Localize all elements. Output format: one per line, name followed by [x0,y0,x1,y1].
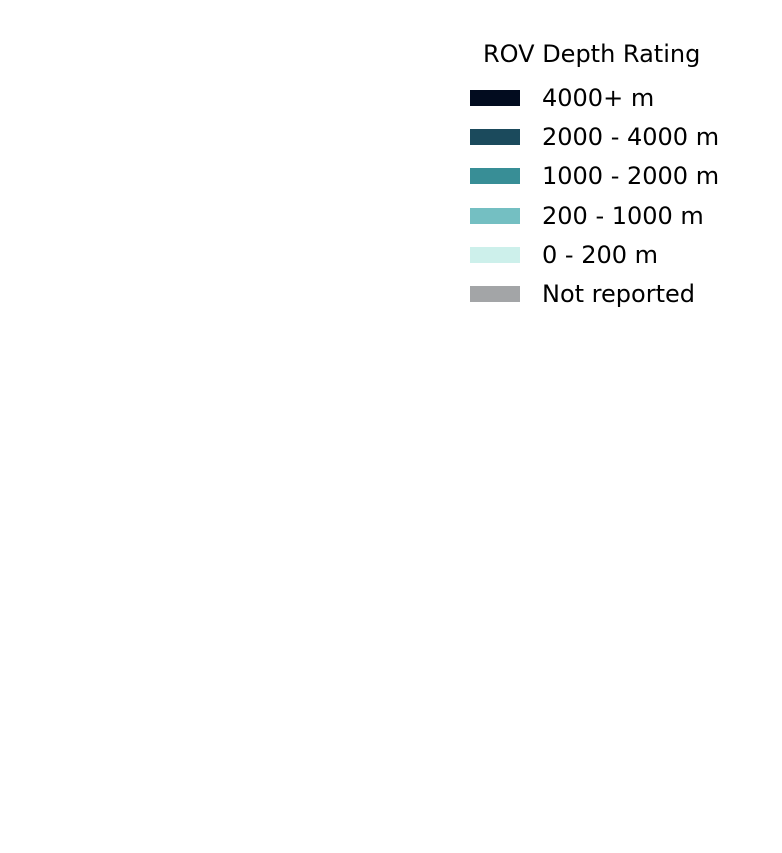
legend-label: 0 - 200 m [542,240,659,269]
legend-swatch [470,168,520,185]
legend-entry: 1000 - 2000 m [470,157,719,196]
legend-entry: Not reported [470,274,719,313]
legend-label: Not reported [542,280,695,309]
legend-swatch [470,246,520,263]
legend-entry: 2000 - 4000 m [470,117,719,156]
legend-swatch [470,207,520,224]
legend-label: 2000 - 4000 m [542,122,720,151]
legend-entry: 4000+ m [470,78,719,117]
legend-entry: 0 - 200 m [470,235,719,274]
legend-title: ROV Depth Rating [483,40,701,68]
legend-entries: 4000+ m 2000 - 4000 m 1000 - 2000 m 200 - 1… [470,78,719,314]
legend-entry: 200 - 1000 m [470,196,719,235]
legend-label: 4000+ m [542,83,655,112]
legend-label: 1000 - 2000 m [542,162,720,191]
legend-label: 200 - 1000 m [542,201,704,230]
legend-swatch [470,286,520,303]
legend-swatch [470,128,520,145]
legend-swatch [470,89,520,106]
